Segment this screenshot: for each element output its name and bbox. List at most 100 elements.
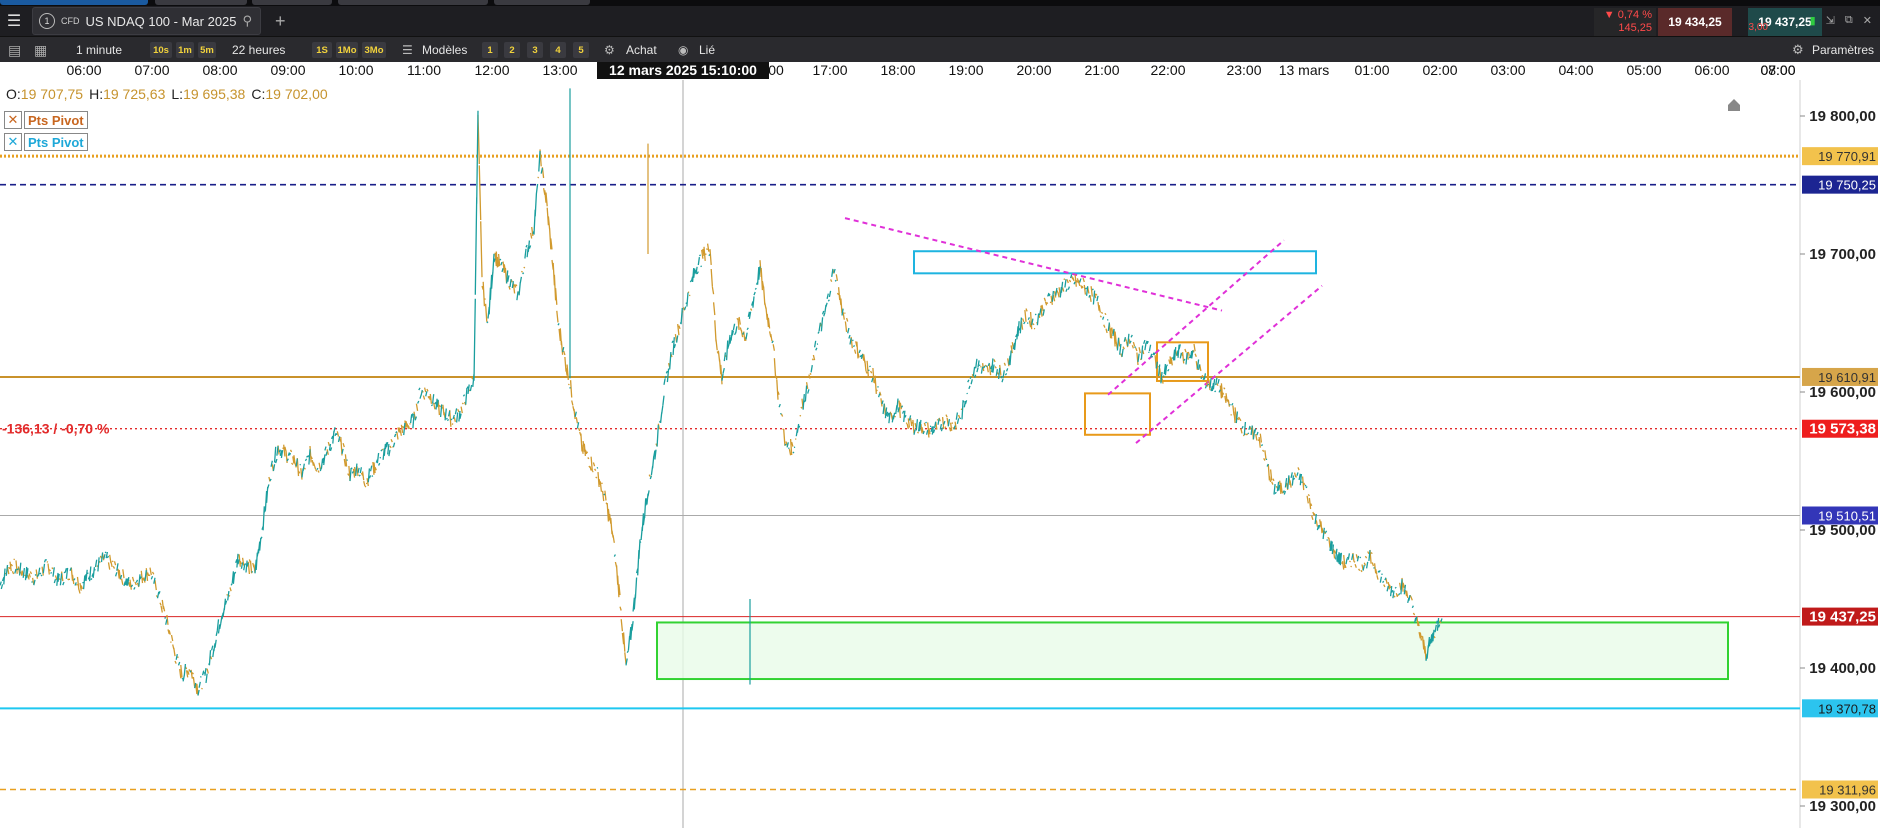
time-axis-bar <box>0 62 1880 80</box>
layout-button-3[interactable]: 3 <box>527 42 543 58</box>
price-tag-bg <box>1802 147 1878 166</box>
price-tag-bg <box>1802 175 1878 194</box>
green-square-icon[interactable]: ▮ <box>1809 15 1816 27</box>
layout-button-1[interactable]: 1 <box>482 42 498 58</box>
top-strip <box>0 0 1880 6</box>
collapse-icon[interactable]: ⇲ <box>1825 15 1835 27</box>
list-icon[interactable]: ▤ <box>8 41 22 58</box>
spread: 3,00 <box>1732 8 1768 36</box>
change-label: -136,13 / -0,70 % <box>2 421 110 437</box>
legend-item-2[interactable]: ✕ Pts Pivot <box>4 133 88 151</box>
hamburger-menu-icon[interactable]: ☰ <box>6 13 22 30</box>
x-tick-label: 10:00 <box>338 62 373 78</box>
price-tag-bg <box>1802 699 1878 718</box>
x-tick-label: 09:00 <box>270 62 305 78</box>
change-percent: ▼ 0,74 % <box>1603 9 1652 21</box>
buy-icon[interactable]: ⚙ <box>604 43 615 57</box>
trendline-channel-lower <box>1135 284 1323 444</box>
instrument-type: CFD <box>61 16 80 26</box>
instrument-tab[interactable]: 1 CFD US NDAQ 100 - Mar 2025 ⚲ <box>32 7 262 35</box>
plus-icon[interactable]: + <box>275 10 286 31</box>
x-tick-label: 17:00 <box>812 62 847 78</box>
resistance-box <box>913 250 1317 275</box>
price-tag-label: 19 311,96 <box>1819 782 1876 797</box>
trendline-descending <box>844 217 1223 312</box>
settings-button[interactable]: Paramètres <box>1812 43 1875 57</box>
range-button-1s[interactable]: 1S <box>312 42 332 58</box>
models-button[interactable]: Modèles <box>422 43 468 57</box>
popout-icon[interactable]: ⧉ <box>1844 14 1853 26</box>
y-tick-label: 19 700,00 <box>1809 246 1876 263</box>
grid-icon[interactable]: ▦ <box>34 41 48 58</box>
legend-item-1[interactable]: ✕ Pts Pivot <box>4 111 88 129</box>
spread-value: 3,00 <box>1748 22 1768 33</box>
link-button[interactable]: Lié <box>699 43 716 57</box>
ask-button[interactable]: 19 437,25 <box>1748 8 1822 36</box>
y-tick-label: 19 800,00 <box>1809 108 1876 125</box>
title-bar <box>0 0 1880 36</box>
price-series-bull <box>0 110 1443 696</box>
consolidation-box <box>1084 392 1151 436</box>
price-tag-bg <box>1802 780 1878 799</box>
duration-select[interactable]: 22 heures <box>232 43 286 57</box>
range-button-1mo[interactable]: 1Mo <box>336 42 358 58</box>
quote-panel: ▼ 0,74 % 145,25 19 434,25 3,00 19 437,25 <box>1594 8 1822 36</box>
buy-button[interactable]: Achat <box>626 43 657 57</box>
crosshair-date-label: 12 mars 2025 15:10:00 <box>609 62 757 78</box>
x-tick-label: 11:00 <box>407 62 441 78</box>
high-label: H: <box>89 86 104 102</box>
time-axis: 06:00 07:00 08:00 09:00 10:00 11:00 12:00 13:00… <box>66 62 1796 79</box>
bid-button[interactable]: 19 434,25 <box>1658 8 1732 36</box>
x-tick-label: 20:00 <box>1016 62 1051 78</box>
layout-button-5[interactable]: 5 <box>573 42 589 58</box>
x-tick-label: 05:00 <box>1626 62 1661 78</box>
x-tick-label: 06:00 <box>66 62 101 78</box>
price-tag-bg <box>1802 607 1878 626</box>
x-tick-label: 23:00 <box>1226 62 1261 78</box>
consolidation-box <box>1156 341 1209 382</box>
price-tag-label: 19 437,25 <box>1809 609 1876 626</box>
x-tick-label: 06:00 <box>1694 62 1729 78</box>
range-button-3mo[interactable]: 3Mo <box>362 42 386 58</box>
x-tick-label: 07:00 <box>1760 62 1795 78</box>
x-tick-label: 08:00 <box>1760 62 1795 78</box>
x-tick-label: 22:00 <box>1150 62 1185 78</box>
legend-label: Pts Pivot <box>24 111 88 129</box>
x-tick-label: 19:00 <box>948 62 983 78</box>
y-tick-label: 19 300,00 <box>1809 798 1876 815</box>
close-icon[interactable]: ✕ <box>1862 15 1872 27</box>
layout-button-2[interactable]: 2 <box>504 42 520 58</box>
tab-strip: ☰ 1 CFD US NDAQ 100 - Mar 2025 ⚲ + <box>0 6 286 36</box>
search-icon[interactable]: ⚲ <box>242 13 253 28</box>
remove-indicator-icon[interactable]: ✕ <box>4 133 22 151</box>
price-chart[interactable]: 19 800,00 19 700,00 19 600,00 19 500,00 19 4… <box>0 80 1880 828</box>
price-tag-bg <box>1802 506 1878 525</box>
timeframe-select[interactable]: 1 minute <box>76 43 123 57</box>
x-tick-label: 18:00 <box>880 62 915 78</box>
open-value: 19 707,75 <box>20 86 84 102</box>
x-tick-label: 01:00 <box>1354 62 1389 78</box>
y-tick-label: 19 500,00 <box>1809 522 1876 539</box>
remove-indicator-icon[interactable]: ✕ <box>4 111 22 129</box>
tf-button-1m[interactable]: 1m <box>176 42 194 58</box>
price-tag-label: 19 510,51 <box>1818 508 1876 523</box>
tab-number: 1 <box>39 13 55 29</box>
x-tick-label: 07:00 <box>134 62 169 78</box>
x-tick-label: 08:00 <box>202 62 237 78</box>
x-tick-label: 03:00 <box>1490 62 1525 78</box>
tf-button-10s[interactable]: 10s <box>150 42 172 58</box>
price-series-bear <box>4 114 1442 696</box>
close-label: C: <box>251 86 266 102</box>
open-label: O: <box>6 86 21 102</box>
tf-button-5m[interactable]: 5m <box>198 42 216 58</box>
settings-icon[interactable]: ⚙ <box>1792 42 1804 57</box>
models-icon[interactable]: ☰ <box>402 43 413 57</box>
x-tick-label: 04:00 <box>1558 62 1593 78</box>
chart-toolbar: ▤ ▦ 1 minute 10s 1m 5m 22 heures 1S 1Mo … <box>0 36 1880 63</box>
link-icon[interactable]: ◉ <box>678 43 689 57</box>
x-tick-label: 00 <box>768 62 784 78</box>
ohlc-readout: O:19 707,75 H:19 725,63 L:19 695,38 C:19… <box>6 86 328 102</box>
price-tag-label: 19 750,25 <box>1818 178 1876 193</box>
low-value: 19 695,38 <box>183 86 246 102</box>
layout-button-4[interactable]: 4 <box>550 42 566 58</box>
